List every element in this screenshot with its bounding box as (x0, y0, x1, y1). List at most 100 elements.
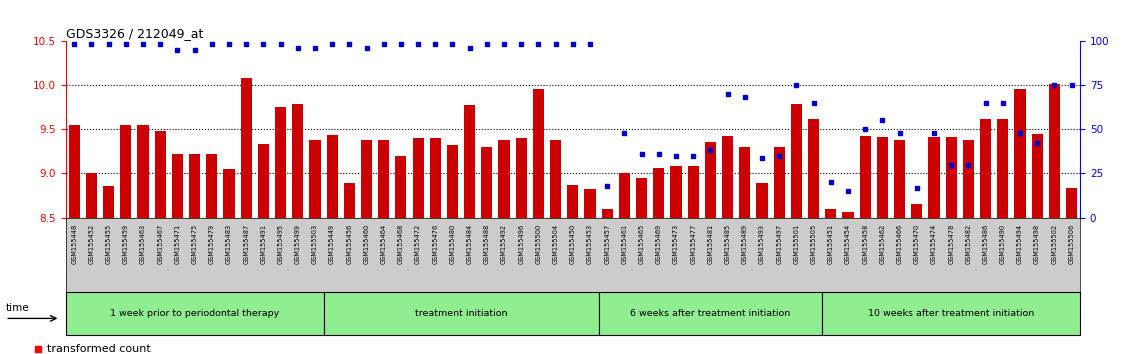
Text: GDS3326 / 212049_at: GDS3326 / 212049_at (66, 27, 202, 40)
Text: GSM155487: GSM155487 (243, 224, 249, 264)
Text: GSM155465: GSM155465 (639, 224, 645, 264)
Bar (1065, 188, 1077, 218)
Text: time: time (6, 303, 29, 313)
Text: GSM155472: GSM155472 (415, 224, 421, 264)
Text: GSM155474: GSM155474 (931, 224, 936, 264)
Bar (499, 140, 510, 218)
Bar (361, 140, 372, 218)
Bar (430, 138, 441, 218)
Text: GSM155504: GSM155504 (553, 224, 559, 264)
Text: GSM155492: GSM155492 (501, 224, 507, 264)
Text: GSM155473: GSM155473 (673, 224, 679, 264)
Bar (636, 178, 647, 218)
Text: GSM155502: GSM155502 (1052, 224, 1057, 264)
Bar (1031, 134, 1043, 218)
Text: GSM155449: GSM155449 (329, 224, 335, 264)
Text: GSM155456: GSM155456 (346, 224, 353, 264)
Bar (740, 147, 750, 218)
Bar (86, 173, 97, 218)
Bar (705, 143, 716, 218)
Text: GSM155450: GSM155450 (570, 224, 576, 264)
Text: GSM155491: GSM155491 (260, 224, 266, 264)
Bar (292, 104, 303, 218)
Text: GSM155489: GSM155489 (742, 224, 748, 264)
Bar (808, 119, 819, 218)
Bar (654, 168, 664, 218)
Text: GSM155483: GSM155483 (226, 224, 232, 264)
Text: GSM155470: GSM155470 (914, 224, 920, 264)
Text: GSM155467: GSM155467 (157, 224, 163, 264)
Bar (585, 189, 596, 218)
Bar (598, 292, 822, 335)
Bar (189, 154, 200, 218)
Bar (103, 186, 114, 218)
Bar (619, 173, 630, 218)
Text: GSM155452: GSM155452 (88, 224, 94, 264)
Text: GSM155501: GSM155501 (793, 224, 800, 264)
Text: GSM155463: GSM155463 (140, 224, 146, 264)
Bar (172, 154, 183, 218)
Bar (1015, 90, 1026, 218)
Text: GSM155496: GSM155496 (518, 224, 525, 264)
Bar (447, 145, 458, 218)
Bar (482, 147, 492, 218)
Bar (877, 137, 888, 218)
Text: treatment initiation: treatment initiation (415, 309, 508, 318)
Bar (893, 140, 905, 218)
Bar (568, 185, 578, 218)
Bar (223, 169, 234, 218)
Bar (327, 135, 338, 218)
Bar (602, 209, 613, 218)
Text: GSM155459: GSM155459 (123, 224, 129, 264)
Bar (671, 166, 682, 218)
Bar (533, 90, 544, 218)
Text: GSM155457: GSM155457 (604, 224, 611, 264)
Text: GSM155451: GSM155451 (828, 224, 834, 264)
Text: GSM155468: GSM155468 (398, 224, 404, 264)
Text: GSM155482: GSM155482 (966, 224, 972, 264)
Text: GSM155479: GSM155479 (209, 224, 215, 264)
Text: GSM155488: GSM155488 (484, 224, 490, 264)
Text: GSM155493: GSM155493 (759, 224, 765, 264)
Bar (688, 166, 699, 218)
Bar (69, 125, 80, 218)
Bar (378, 140, 389, 218)
Bar (826, 209, 836, 218)
Bar (120, 125, 131, 218)
Text: GSM155480: GSM155480 (449, 224, 456, 264)
Bar (843, 212, 854, 218)
Text: transformed count: transformed count (46, 344, 150, 354)
Text: GSM155497: GSM155497 (776, 224, 783, 264)
Text: GSM155460: GSM155460 (363, 224, 370, 264)
Bar (344, 183, 355, 218)
Text: GSM155477: GSM155477 (690, 224, 697, 264)
Bar (998, 119, 1009, 218)
Text: GSM155499: GSM155499 (295, 224, 301, 264)
Bar (979, 119, 991, 218)
Text: GSM155461: GSM155461 (621, 224, 628, 264)
Bar (791, 104, 802, 218)
Bar (464, 105, 475, 218)
Bar (155, 131, 166, 218)
Text: GSM155458: GSM155458 (862, 224, 869, 264)
Text: GSM155503: GSM155503 (312, 224, 318, 264)
Text: GSM155454: GSM155454 (845, 224, 851, 264)
Text: GSM155505: GSM155505 (811, 224, 817, 264)
Text: 6 weeks after treatment initiation: 6 weeks after treatment initiation (630, 309, 791, 318)
Text: GSM155495: GSM155495 (277, 224, 284, 264)
Text: GSM155500: GSM155500 (535, 224, 542, 264)
Text: GSM155486: GSM155486 (983, 224, 988, 264)
Bar (860, 136, 871, 218)
Bar (962, 140, 974, 218)
Bar (822, 292, 1080, 335)
Bar (137, 125, 148, 218)
Text: GSM155475: GSM155475 (191, 224, 198, 264)
Text: GSM155494: GSM155494 (1017, 224, 1022, 264)
Bar (258, 144, 269, 218)
Bar (66, 292, 323, 335)
Text: GSM155484: GSM155484 (467, 224, 473, 264)
Text: GSM155464: GSM155464 (381, 224, 387, 264)
Text: GSM155506: GSM155506 (1069, 224, 1074, 264)
Bar (516, 138, 527, 218)
Bar (946, 137, 957, 218)
